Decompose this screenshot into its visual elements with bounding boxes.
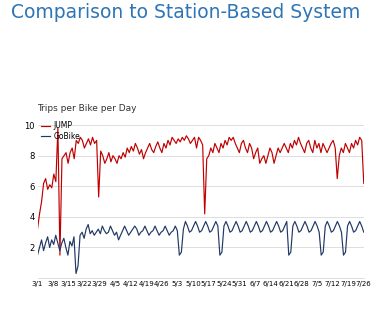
JUMP [349,142,354,145]
JUMP [129,145,134,148]
Line: GoBike: GoBike [38,222,364,273]
JUMP [147,142,152,145]
GoBike [298,229,303,232]
GoBike [145,229,149,232]
JUMP [327,146,332,150]
GoBike [142,224,147,228]
JUMP [35,227,40,231]
GoBike [183,220,188,223]
GoBike [64,246,68,249]
GoBike [35,253,40,257]
Text: Comparison to Station-Based System: Comparison to Station-Based System [11,3,361,22]
Legend: JUMP, GoBike: JUMP, GoBike [41,121,80,141]
JUMP [160,151,164,154]
JUMP [58,253,62,257]
JUMP [310,151,315,154]
Line: JUMP: JUMP [38,128,364,255]
GoBike [301,224,305,228]
GoBike [74,272,78,275]
Text: Trips per Bike per Day: Trips per Bike per Day [38,104,137,113]
GoBike [362,230,366,234]
GoBike [254,220,259,223]
JUMP [362,181,366,185]
JUMP [56,126,60,130]
